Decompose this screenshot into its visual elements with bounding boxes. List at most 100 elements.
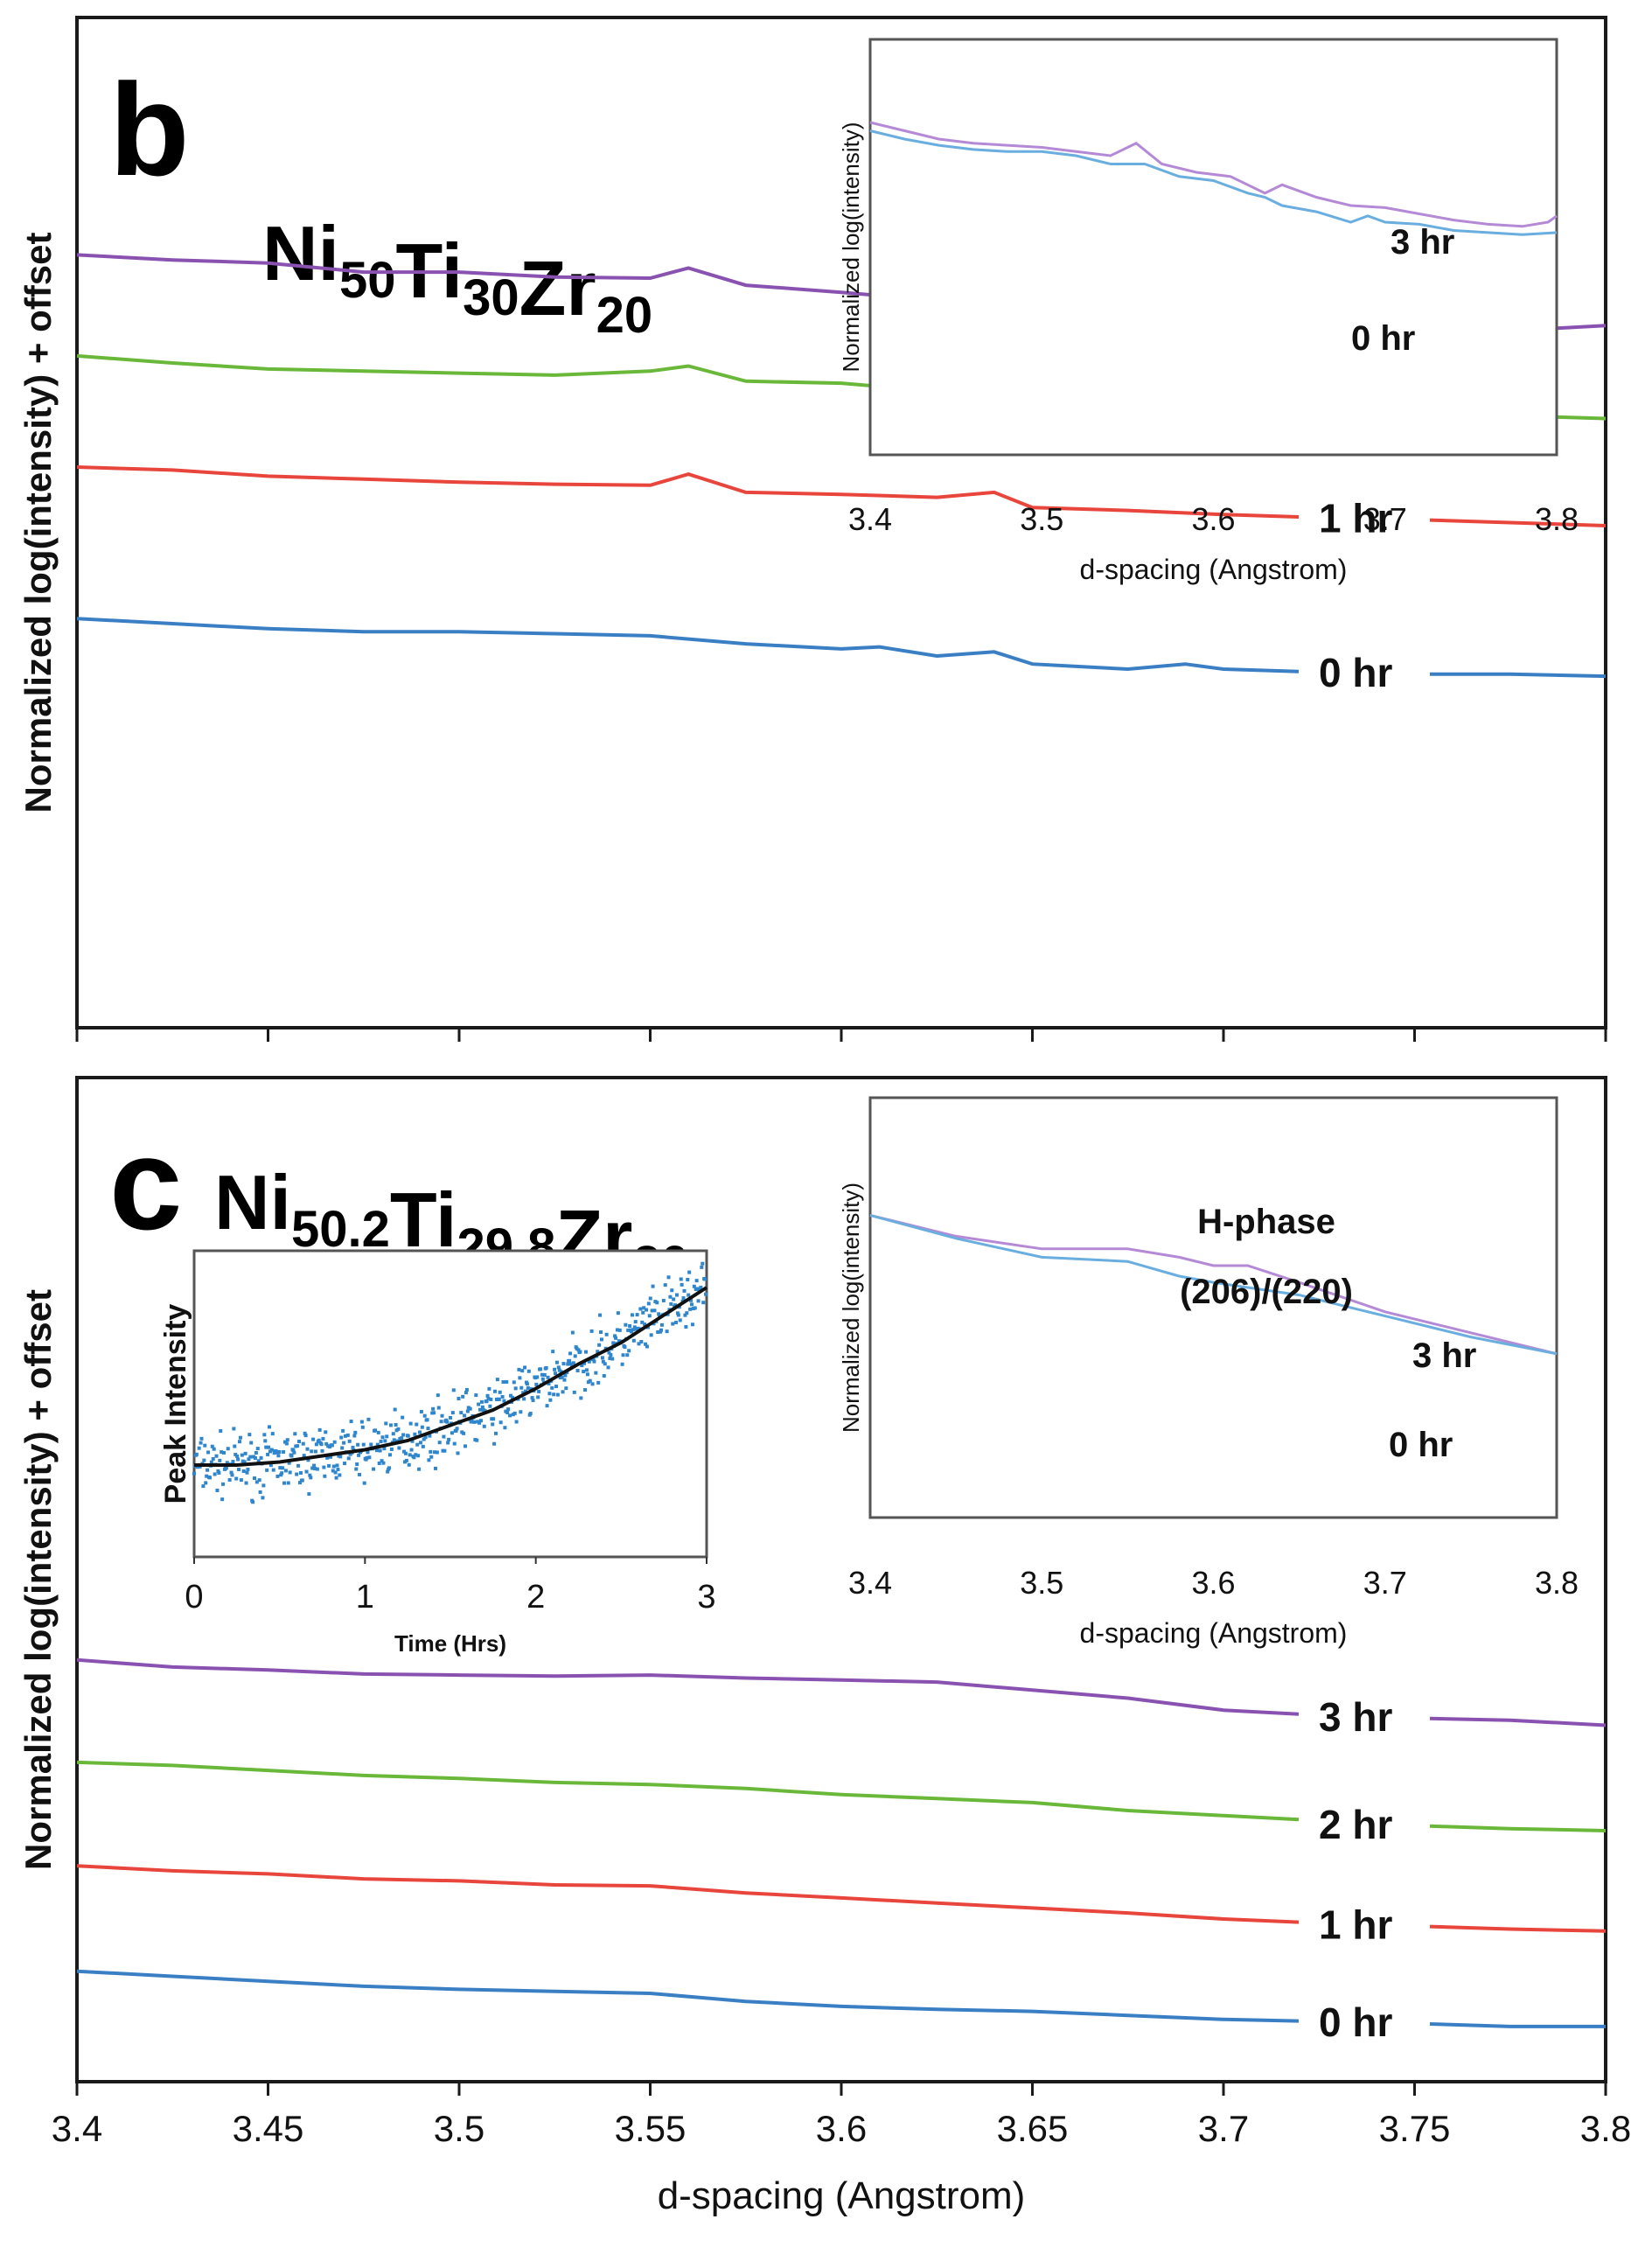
inset-y-axis-label: Normalized log(intensity) (838, 122, 864, 372)
scatter-point (683, 1313, 687, 1317)
inset-x-tick-label: 3.5 (1020, 1565, 1063, 1601)
scatter-point (414, 1453, 418, 1457)
scatter-point (428, 1434, 432, 1438)
scatter-point (450, 1431, 454, 1435)
scatter-point (251, 1500, 255, 1504)
scatter-point (224, 1466, 228, 1470)
scatter-point (206, 1468, 210, 1472)
scatter-point (640, 1320, 645, 1324)
scatter-point (628, 1323, 632, 1328)
scatter-point (639, 1340, 644, 1344)
scatter-point (615, 1328, 619, 1332)
scatter-point (206, 1450, 211, 1455)
scatter-point (343, 1434, 347, 1438)
y-axis-label: Normalized log(intensity) + offset (17, 233, 59, 813)
scatter-point (645, 1344, 649, 1349)
scatter-point (521, 1391, 526, 1395)
scatter-point (478, 1407, 483, 1412)
scatter-point (298, 1471, 303, 1476)
scatter-point (546, 1375, 550, 1379)
scatter-point (432, 1411, 436, 1415)
scatter-point (553, 1367, 557, 1371)
scatter-point (387, 1466, 392, 1470)
scatter-point (701, 1301, 706, 1305)
inset-annotation: H-phase (1197, 1203, 1335, 1241)
scatter-point (632, 1325, 637, 1329)
scatter-point (207, 1476, 212, 1480)
scatter-point (580, 1364, 584, 1368)
scatter-point (582, 1361, 587, 1365)
scatter-point (304, 1469, 309, 1474)
scatter-point (510, 1395, 514, 1399)
scatter-point (445, 1420, 450, 1424)
scatter-point (246, 1467, 250, 1471)
scatter-point (297, 1481, 302, 1485)
scatter-point (381, 1461, 386, 1465)
series-line-0-hr-tail (1429, 2022, 1606, 2028)
scatter-point (388, 1423, 393, 1427)
scatter-point (412, 1455, 416, 1460)
scatter-point (692, 1284, 696, 1288)
scatter-point (421, 1444, 425, 1448)
scatter-point (261, 1483, 266, 1488)
scatter-point (275, 1474, 280, 1478)
scatter-point (461, 1394, 465, 1399)
scatter-point (324, 1441, 329, 1446)
x-tick-label: 3.75 (1379, 2108, 1451, 2149)
scatter-point (220, 1497, 225, 1502)
scatter-point (659, 1328, 664, 1332)
scatter-point (497, 1397, 501, 1401)
scatter-point (599, 1330, 603, 1335)
scatter-point (275, 1450, 279, 1455)
scatter-point (210, 1444, 214, 1448)
scatter-point (392, 1438, 396, 1442)
scatter-point (491, 1417, 496, 1421)
scatter-point (404, 1458, 408, 1462)
series-line-2-hr (76, 1760, 1300, 1822)
scatter-point (277, 1450, 282, 1455)
scatter-point (359, 1420, 364, 1424)
scatter-point (247, 1457, 251, 1462)
scatter-point (598, 1313, 603, 1317)
scatter-point (442, 1434, 446, 1439)
scatter-point (568, 1362, 573, 1366)
scatter-point (463, 1413, 467, 1418)
series-label: 1 hr (1319, 496, 1392, 541)
scatter-point (380, 1435, 385, 1440)
scatter-point (659, 1322, 664, 1327)
scatter-point (360, 1425, 365, 1429)
scatter-point (324, 1430, 328, 1434)
scatter-point (429, 1449, 433, 1454)
scatter-point (333, 1470, 338, 1475)
scatter-point (255, 1447, 260, 1451)
series-line-1-hr-tail (1429, 518, 1607, 527)
scatter-point (345, 1433, 350, 1437)
scatter-point (475, 1438, 479, 1442)
scatter-point (519, 1385, 524, 1390)
scatter-point (583, 1388, 588, 1392)
scatter-point (523, 1365, 527, 1370)
scatter-point (568, 1351, 573, 1356)
scatter-point (269, 1448, 274, 1452)
scatter-point (576, 1348, 581, 1352)
scatter-point (474, 1393, 478, 1398)
scatter-point (526, 1385, 530, 1390)
scatter-point (281, 1466, 285, 1470)
series-line-3-hr (76, 1657, 1300, 1716)
scatter-point (238, 1435, 242, 1440)
scatter-point (501, 1380, 505, 1385)
inset-x-tick-label: 3.6 (1191, 501, 1235, 537)
scatter-point (544, 1365, 548, 1370)
scatter-point (425, 1418, 429, 1422)
scatter-point (309, 1476, 313, 1480)
scatter-point (336, 1468, 340, 1472)
scatter-point (643, 1322, 647, 1327)
scatter-point (296, 1444, 300, 1448)
scatter-point (413, 1432, 417, 1436)
scatter-point (498, 1390, 502, 1394)
scatter-point (626, 1328, 631, 1332)
scatter-point (300, 1478, 304, 1483)
scatter-point (545, 1404, 549, 1408)
inset-frame (868, 1096, 1558, 1519)
scatter-point (261, 1496, 265, 1500)
